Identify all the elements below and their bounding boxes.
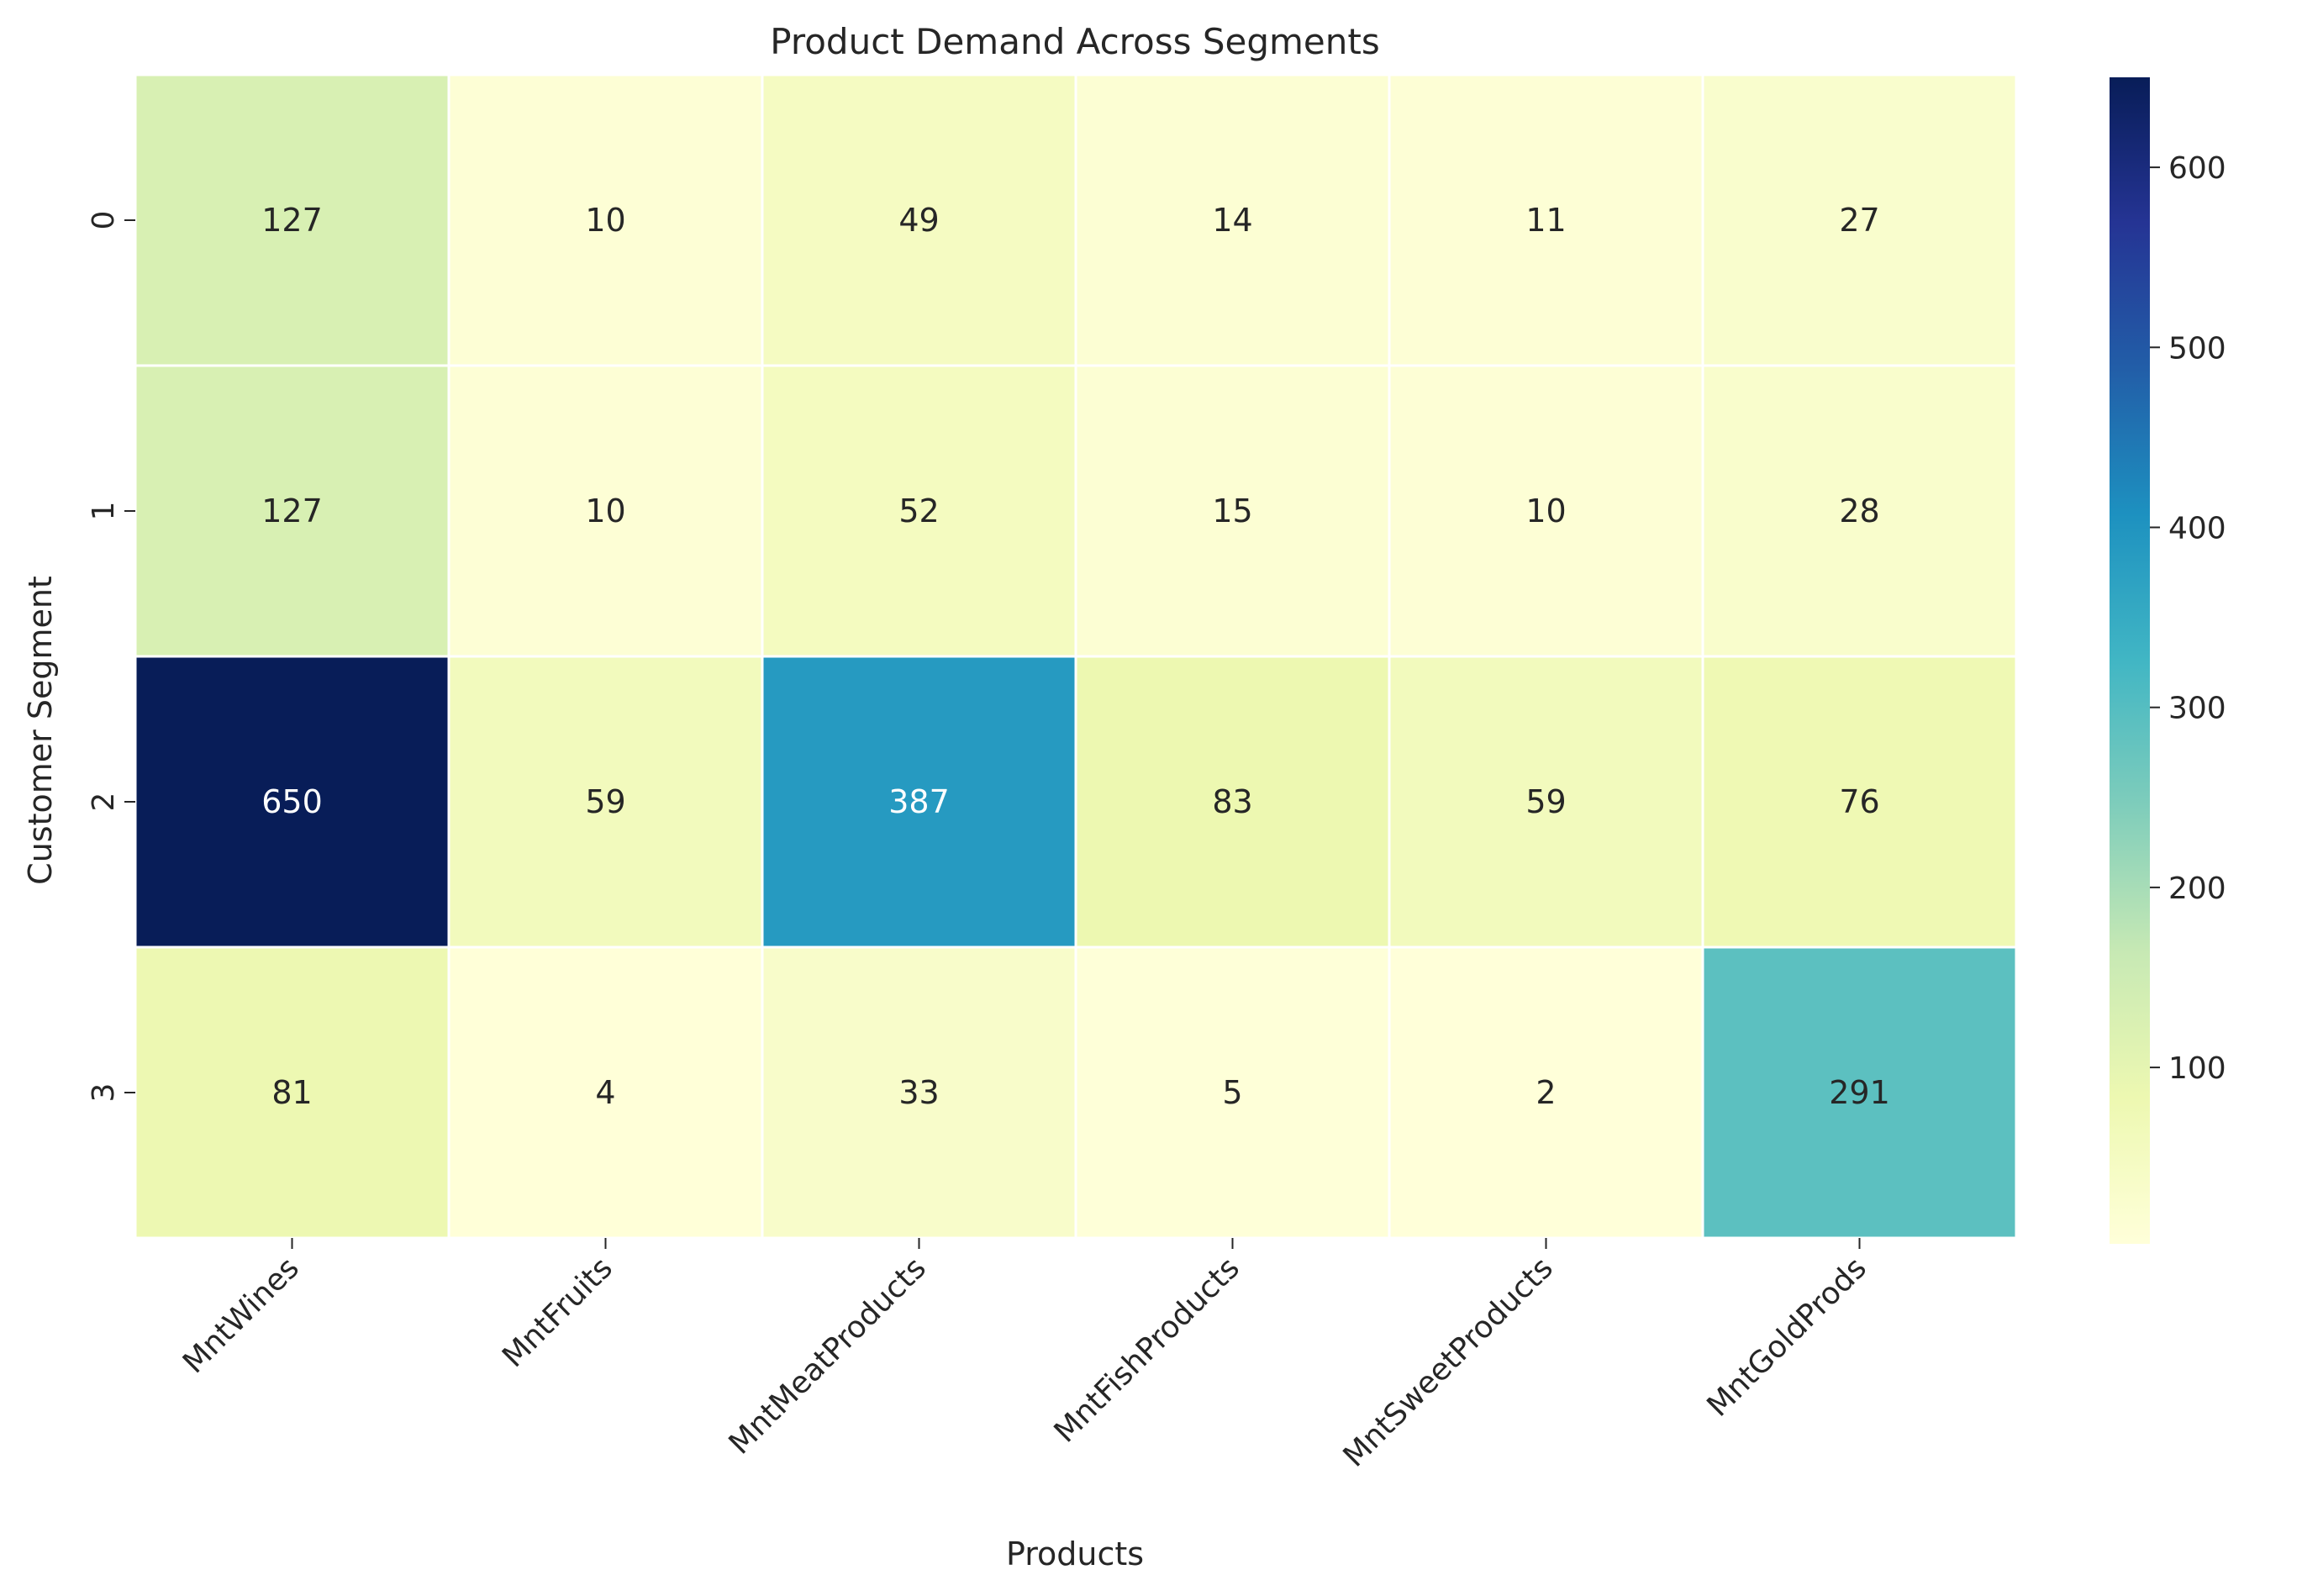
cell-value-label: 10 xyxy=(585,202,625,239)
heatmap-cell xyxy=(1388,945,1704,1240)
heatmap-cell xyxy=(761,655,1077,949)
heatmap-cell xyxy=(447,364,764,658)
heatmap-cell xyxy=(1701,364,2018,658)
chart-title: Product Demand Across Segments xyxy=(770,21,1379,62)
heatmap-cell xyxy=(1074,655,1391,949)
cell-value-label: 59 xyxy=(1525,783,1566,820)
cell-value-label: 28 xyxy=(1839,492,1879,529)
heatmap-cell xyxy=(134,655,450,949)
x-tick-label: MntWines xyxy=(176,1251,306,1380)
heatmap-cell xyxy=(1701,945,2018,1240)
colorbar-tick-label: 600 xyxy=(2168,151,2226,186)
cell-value-label: 5 xyxy=(1222,1074,1242,1111)
cell-value-label: 10 xyxy=(1525,492,1566,529)
cell-value-label: 27 xyxy=(1839,202,1879,239)
y-axis-label: Customer Segment xyxy=(22,576,59,885)
y-tick-label: 2 xyxy=(87,793,121,812)
y-tick-label: 3 xyxy=(87,1083,121,1103)
cell-value-label: 4 xyxy=(595,1074,615,1111)
cell-value-label: 52 xyxy=(898,492,939,529)
heatmap-cell xyxy=(1388,655,1704,949)
heatmap-cell xyxy=(761,73,1077,367)
colorbar-tick-label: 500 xyxy=(2168,331,2226,366)
heatmap-cell xyxy=(761,945,1077,1240)
heatmap-cell xyxy=(1701,655,2018,949)
heatmap-cell xyxy=(1074,73,1391,367)
heatmap-cell xyxy=(1701,73,2018,367)
colorbar-tick-label: 200 xyxy=(2168,872,2226,906)
heatmap-cell xyxy=(134,945,450,1240)
y-axis-ticks: 0 1 2 3 xyxy=(87,211,135,1103)
cell-value-label: 10 xyxy=(585,492,625,529)
colorbar-ticks: 100 200 300 400 500 600 xyxy=(2150,151,2226,1086)
cell-value-label: 387 xyxy=(888,783,950,820)
colorbar xyxy=(2110,77,2150,1244)
x-tick-label: MntGoldProds xyxy=(1700,1251,1873,1423)
heatmap-cell xyxy=(447,73,764,367)
cell-value-label: 14 xyxy=(1212,202,1252,239)
x-tick-label: MntMeatProducts xyxy=(723,1251,933,1461)
cell-value-label: 127 xyxy=(261,202,323,239)
x-tick-label: MntFishProducts xyxy=(1048,1251,1246,1449)
cell-value-label: 291 xyxy=(1829,1074,1890,1111)
cell-value-label: 33 xyxy=(898,1074,939,1111)
x-axis-ticks: MntWines MntFruits MntMeatProducts MntFishP… xyxy=(176,1238,1873,1474)
x-tick-label: MntSweetProducts xyxy=(1337,1251,1560,1473)
cell-value-label: 15 xyxy=(1212,492,1252,529)
cell-value-label: 83 xyxy=(1212,783,1252,820)
heatmap-cell xyxy=(1388,73,1704,367)
heatmap-cell xyxy=(1074,364,1391,658)
colorbar-tick-label: 400 xyxy=(2168,511,2226,545)
colorbar-tick-label: 300 xyxy=(2168,692,2226,726)
cell-value-label: 2 xyxy=(1536,1074,1556,1111)
cell-value-label: 76 xyxy=(1839,783,1879,820)
colorbar-tick-label: 100 xyxy=(2168,1051,2226,1086)
cell-value-label: 127 xyxy=(261,492,323,529)
heatmap-cell xyxy=(134,73,450,367)
heatmap-cell xyxy=(1074,945,1391,1240)
x-axis-label: Products xyxy=(1006,1535,1144,1572)
y-tick-label: 0 xyxy=(87,211,121,230)
cell-value-label: 49 xyxy=(898,202,939,239)
cell-value-label: 11 xyxy=(1525,202,1566,239)
heatmap-cell xyxy=(447,655,764,949)
heatmap-cell xyxy=(447,945,764,1240)
cell-value-label: 650 xyxy=(261,783,323,820)
cell-value-label: 81 xyxy=(271,1074,312,1111)
cell-value-label: 59 xyxy=(585,783,625,820)
x-tick-label: MntFruits xyxy=(496,1251,619,1374)
y-tick-label: 1 xyxy=(87,502,121,521)
